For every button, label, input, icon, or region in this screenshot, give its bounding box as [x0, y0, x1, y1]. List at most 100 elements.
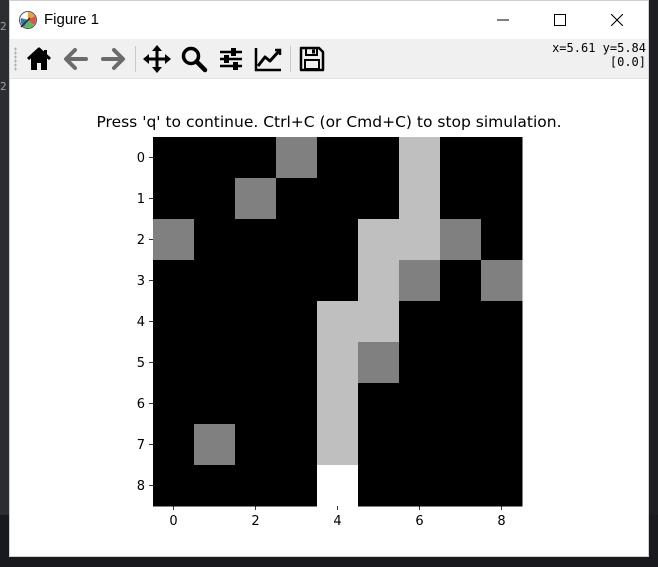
figure-canvas[interactable]: Press 'q' to continue. Ctrl+C (or Cmd+C)…: [10, 79, 648, 556]
heatmap-cell: [317, 383, 359, 425]
toolbar-separator: [135, 46, 136, 72]
y-tick-label: 3: [137, 274, 145, 289]
heatmap-cell: [399, 301, 441, 343]
figure-window: Figure 1: [9, 0, 649, 557]
heatmap-cell: [317, 219, 359, 261]
x-tick-label: 0: [169, 514, 177, 529]
heatmap-cell: [235, 260, 277, 302]
heatmap-cell: [440, 424, 482, 466]
heatmap-cell: [317, 260, 359, 302]
heatmap-cell: [276, 465, 318, 507]
heatmap-cell: [358, 178, 400, 220]
heatmap-cell: [235, 178, 277, 220]
close-icon: [611, 14, 623, 26]
window-title: Figure 1: [44, 11, 100, 28]
edit-axis-button[interactable]: [252, 43, 284, 75]
heatmap-cell: [399, 178, 441, 220]
x-tick-label: 4: [333, 514, 341, 529]
x-tick-label: 8: [497, 514, 505, 529]
home-button[interactable]: [23, 43, 55, 75]
heatmap-cell: [276, 342, 318, 384]
save-button[interactable]: [296, 43, 328, 75]
y-tick-label: 4: [137, 315, 145, 330]
heatmap-cell: [481, 424, 523, 466]
heatmap-cell: [276, 260, 318, 302]
heatmap-cell: [399, 465, 441, 507]
pan-button[interactable]: [141, 43, 173, 75]
maximize-icon: [554, 14, 566, 26]
background-editor-gutter: [0, 0, 9, 567]
heatmap-cell: [276, 301, 318, 343]
navigation-toolbar: x=5.61 y=5.84 [0.0]: [10, 39, 648, 79]
heatmap-cell: [399, 383, 441, 425]
line-chart-icon: [254, 48, 282, 72]
heatmap-cell: [481, 342, 523, 384]
background-line-number: 2: [0, 20, 7, 33]
heatmap-cell: [440, 383, 482, 425]
minimize-button[interactable]: [480, 1, 526, 39]
toolbar-grip[interactable]: [14, 47, 17, 71]
close-button[interactable]: [594, 1, 640, 39]
heatmap-cell: [440, 260, 482, 302]
heatmap-cell: [358, 260, 400, 302]
title-bar[interactable]: Figure 1: [10, 1, 648, 39]
y-tick-label: 1: [137, 192, 145, 207]
heatmap-cell: [440, 178, 482, 220]
heatmap-cell: [153, 342, 195, 384]
heatmap-cell: [481, 383, 523, 425]
y-tick-label: 5: [137, 356, 145, 371]
forward-button[interactable]: [97, 43, 129, 75]
heatmap-cell: [358, 383, 400, 425]
heatmap-cell: [317, 137, 359, 179]
maximize-button[interactable]: [537, 1, 583, 39]
floppy-disk-icon: [299, 46, 325, 72]
minimize-icon: [497, 19, 509, 21]
heatmap-cell: [235, 465, 277, 507]
heatmap-cell: [481, 178, 523, 220]
heatmap-cell: [358, 301, 400, 343]
heatmap-cell: [358, 219, 400, 261]
heatmap-cell: [317, 465, 359, 507]
heatmap-cell: [235, 424, 277, 466]
zoom-button[interactable]: [178, 43, 210, 75]
heatmap-cell: [194, 342, 236, 384]
subplots-button[interactable]: [215, 43, 247, 75]
heatmap-cell: [481, 465, 523, 507]
back-button[interactable]: [60, 43, 92, 75]
heatmap-cell: [235, 137, 277, 179]
heatmap-cell: [153, 260, 195, 302]
y-tick-label: 8: [137, 479, 145, 494]
heatmap-cell: [481, 260, 523, 302]
plot-title: Press 'q' to continue. Ctrl+C (or Cmd+C)…: [96, 113, 562, 131]
heatmap-cell: [153, 137, 195, 179]
coords-xy: x=5.61 y=5.84: [552, 41, 646, 55]
heatmap-cell: [153, 301, 195, 343]
toolbar-separator: [290, 46, 291, 72]
heatmap-cell: [399, 424, 441, 466]
heatmap-cell: [153, 465, 195, 507]
heatmap-cell: [235, 219, 277, 261]
heatmap-cell: [153, 424, 195, 466]
heatmap-axes[interactable]: 0 1 2 3 4 5 6 7 8 0 2 4 6 8: [10, 79, 648, 556]
heatmap-cell: [194, 260, 236, 302]
heatmap-cell: [194, 383, 236, 425]
heatmap-cell: [399, 342, 441, 384]
heatmap-cell: [358, 342, 400, 384]
heatmap-cell: [276, 178, 318, 220]
matplotlib-logo-icon: [18, 10, 38, 30]
heatmap-cell: [440, 301, 482, 343]
heatmap-cell: [399, 137, 441, 179]
heatmap-cell: [194, 178, 236, 220]
heatmap-cell: [399, 260, 441, 302]
heatmap-cell: [235, 342, 277, 384]
heatmap-cell: [194, 137, 236, 179]
heatmap-cell: [317, 424, 359, 466]
heatmap-cell: [235, 383, 277, 425]
forward-arrow-icon: [101, 48, 125, 70]
heatmap-cell: [440, 137, 482, 179]
coords-value: [0.0]: [609, 55, 646, 69]
magnifier-icon: [181, 46, 208, 73]
heatmap-cell: [440, 342, 482, 384]
home-icon: [26, 47, 52, 70]
y-tick-label: 7: [137, 438, 145, 453]
